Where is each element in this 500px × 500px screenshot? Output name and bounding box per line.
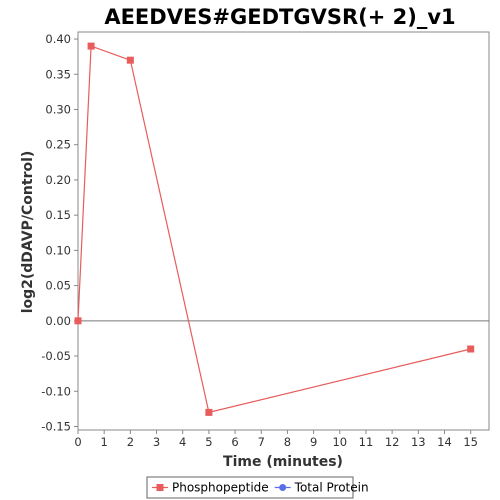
data-point	[74, 317, 82, 325]
plot-frame	[77, 31, 490, 431]
x-tick-label: 6	[231, 435, 238, 449]
legend-item: Phosphopeptide	[152, 481, 269, 495]
x-tick-label: 0	[74, 435, 81, 449]
legend-label: Phosphopeptide	[172, 481, 269, 495]
y-axis-label: log2(dDAVP/Control)	[20, 151, 36, 314]
legend: Phosphopeptide Total Protein	[146, 476, 369, 499]
y-tick-label: 0.15	[45, 208, 71, 222]
x-tick-label: 11	[359, 435, 374, 449]
x-tick-label: 10	[332, 435, 347, 449]
x-tick-label: 9	[310, 435, 317, 449]
y-tick-label: -0.15	[41, 419, 71, 433]
y-tick-label: 0.10	[45, 243, 71, 257]
y-tick-label: 0.05	[45, 279, 71, 293]
y-tick-label: 0.20	[45, 173, 71, 187]
x-tick-label: 2	[127, 435, 134, 449]
chart-title: AEEDVES#GEDTGVSR(+ 2)_v1	[104, 5, 455, 29]
legend-item: Total Protein	[274, 481, 369, 495]
x-tick-label: 8	[284, 435, 291, 449]
y-tick-label: -0.05	[41, 349, 71, 363]
plot-area: 0 1 2 3 4 5 6 7 8 9 10 11 12 13 14 15-0.15-0.10-0.050.0…	[41, 31, 490, 449]
legend-marker	[156, 484, 164, 491]
data-point	[467, 345, 475, 353]
x-tick-label: 7	[258, 435, 265, 449]
legend-marker	[279, 484, 287, 491]
x-tick-label: 12	[385, 435, 400, 449]
y-tick-label: 0.30	[45, 102, 71, 116]
x-tick-label: 14	[437, 435, 452, 449]
x-tick-label: 4	[179, 435, 186, 449]
y-tick-label: 0.00	[45, 314, 71, 328]
y-tick-label: 0.35	[45, 67, 71, 81]
y-tick-label: -0.10	[41, 384, 71, 398]
y-tick-label: 0.25	[45, 138, 71, 152]
x-tick-label: 3	[153, 435, 160, 449]
legend-label: Total Protein	[294, 481, 369, 495]
x-tick-label: 13	[411, 435, 426, 449]
x-tick-label: 1	[101, 435, 108, 449]
legend-box	[146, 476, 354, 499]
x-tick-label: 15	[463, 435, 478, 449]
y-tick-label: 0.40	[45, 32, 71, 46]
x-axis-label: Time (minutes)	[223, 454, 343, 470]
data-point	[87, 42, 95, 50]
data-point	[205, 408, 213, 416]
data-point	[126, 56, 134, 64]
x-tick-label: 5	[205, 435, 212, 449]
